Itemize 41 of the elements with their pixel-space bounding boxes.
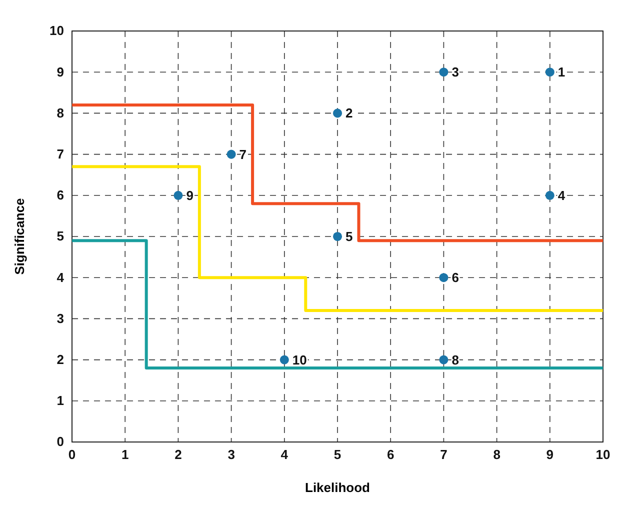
y-tick-label: 1 (56, 393, 64, 408)
y-tick-label: 8 (56, 105, 64, 120)
x-tick-label: 2 (174, 447, 182, 462)
y-tick-label: 9 (56, 64, 64, 80)
y-tick-label: 4 (56, 270, 65, 285)
annotation: 3 (452, 64, 459, 80)
x-tick-label: 5 (334, 447, 342, 462)
point (174, 190, 183, 200)
annotation: 1 (558, 64, 566, 80)
y-tick-label: 5 (56, 228, 64, 244)
annotation: 7 (239, 146, 247, 162)
y-tick-label: 3 (56, 310, 64, 326)
point (226, 150, 236, 159)
point (545, 190, 554, 200)
point (439, 355, 448, 364)
point (439, 68, 448, 77)
y-tick-label: 7 (56, 146, 64, 162)
point (332, 108, 342, 118)
y-tick-label: 6 (56, 188, 64, 203)
x-tick-label: 1 (121, 447, 129, 462)
y-tick-label: 10 (50, 23, 64, 38)
x-tick-label: 7 (440, 447, 448, 462)
x-tick-label: 8 (493, 447, 500, 462)
y-tick-label: 2 (56, 352, 64, 367)
x-tick-label: 6 (386, 447, 394, 462)
x-tick-label: 4 (280, 447, 289, 462)
y-tick-label: 0 (56, 434, 64, 450)
annotation: 6 (452, 270, 459, 286)
x-tick-label: 10 (596, 447, 610, 462)
x-tick-label: 9 (546, 447, 554, 462)
point (439, 273, 448, 282)
point (280, 355, 289, 364)
x-tick-label: 3 (228, 447, 235, 462)
annotation: 9 (186, 188, 194, 203)
annotation: 4 (558, 188, 566, 203)
y-axis-title: Significance (12, 198, 27, 275)
x-tick-label: 0 (68, 447, 76, 462)
point (545, 68, 554, 77)
x-axis-title: Likelihood (305, 480, 370, 495)
point (332, 232, 342, 242)
annotation: 8 (452, 352, 459, 368)
